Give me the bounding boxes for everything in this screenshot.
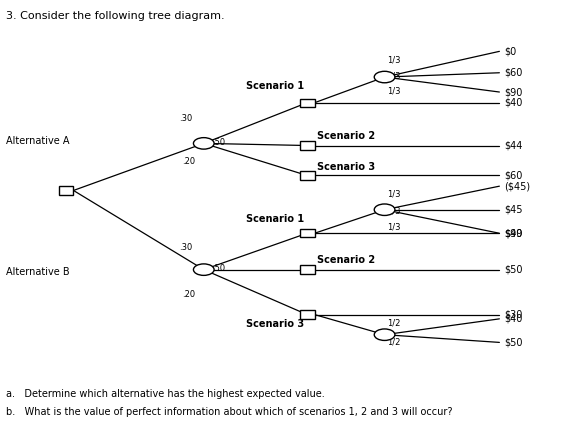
Text: $50: $50 xyxy=(504,265,522,275)
Text: $60: $60 xyxy=(504,68,522,78)
Text: 1/3: 1/3 xyxy=(387,189,401,198)
Ellipse shape xyxy=(374,204,395,215)
Ellipse shape xyxy=(374,329,395,340)
Text: Alternative A: Alternative A xyxy=(6,136,69,146)
Text: $0: $0 xyxy=(504,46,516,56)
Text: .30: .30 xyxy=(179,114,192,123)
Text: Scenario 2: Scenario 2 xyxy=(317,131,375,141)
Bar xyxy=(300,310,315,319)
Text: b.   What is the value of perfect information about which of scenarios 1, 2 and : b. What is the value of perfect informat… xyxy=(6,407,452,417)
Text: $50: $50 xyxy=(504,337,522,348)
Text: $90: $90 xyxy=(504,87,522,97)
Text: $45: $45 xyxy=(504,205,522,215)
Text: 1/3: 1/3 xyxy=(387,71,401,80)
Text: 1/2: 1/2 xyxy=(387,319,401,328)
Text: .30: .30 xyxy=(179,243,192,252)
Text: 1/3: 1/3 xyxy=(387,223,401,232)
Text: .50: .50 xyxy=(212,138,226,147)
Text: ($45): ($45) xyxy=(504,181,530,191)
Text: 3. Consider the following tree diagram.: 3. Consider the following tree diagram. xyxy=(6,11,224,21)
Text: Alternative B: Alternative B xyxy=(6,267,69,277)
Text: 1/3: 1/3 xyxy=(387,206,401,215)
Bar xyxy=(59,186,73,195)
Text: .50: .50 xyxy=(212,264,226,273)
Text: Scenario 1: Scenario 1 xyxy=(246,214,304,224)
Bar xyxy=(300,229,315,238)
Text: Scenario 3: Scenario 3 xyxy=(317,162,375,172)
Text: $40: $40 xyxy=(504,228,522,238)
Text: 1/3: 1/3 xyxy=(387,55,401,65)
Text: $40: $40 xyxy=(504,98,522,108)
Text: a.   Determine which alternative has the highest expected value.: a. Determine which alternative has the h… xyxy=(6,389,324,399)
Text: Scenario 3: Scenario 3 xyxy=(246,319,304,329)
Text: 1/2: 1/2 xyxy=(387,337,401,346)
Text: $99: $99 xyxy=(504,228,522,238)
Text: 1/3: 1/3 xyxy=(387,86,401,95)
Ellipse shape xyxy=(193,264,214,275)
Text: $30: $30 xyxy=(504,309,522,320)
Bar xyxy=(300,171,315,180)
Text: $44: $44 xyxy=(504,140,522,151)
Text: $40: $40 xyxy=(504,314,522,324)
Text: .20: .20 xyxy=(182,290,195,299)
Text: $60: $60 xyxy=(504,170,522,181)
Bar xyxy=(300,265,315,274)
Text: .20: .20 xyxy=(182,157,195,166)
Ellipse shape xyxy=(193,138,214,149)
Bar xyxy=(300,141,315,150)
Text: Scenario 2: Scenario 2 xyxy=(317,256,375,265)
Bar xyxy=(300,98,315,107)
Ellipse shape xyxy=(374,71,395,83)
Text: Scenario 1: Scenario 1 xyxy=(246,81,304,91)
